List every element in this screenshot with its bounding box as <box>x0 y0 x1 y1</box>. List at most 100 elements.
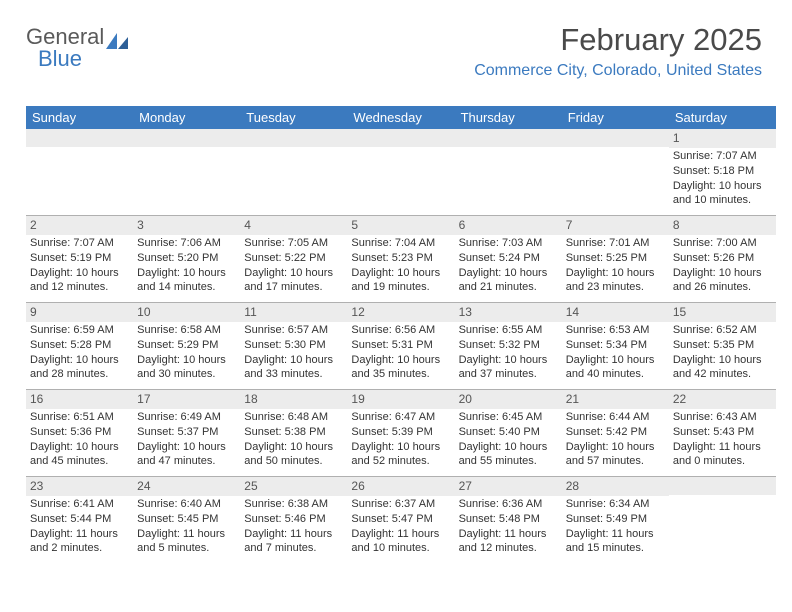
day-details: Sunrise: 6:38 AMSunset: 5:46 PMDaylight:… <box>240 496 347 563</box>
detail-line: Sunrise: 6:37 AM <box>351 498 450 512</box>
detail-line: Sunset: 5:46 PM <box>244 513 343 527</box>
detail-line: Sunset: 5:38 PM <box>244 426 343 440</box>
day-details: Sunrise: 6:43 AMSunset: 5:43 PMDaylight:… <box>669 409 776 476</box>
day-number: 18 <box>240 390 347 409</box>
detail-line: and 35 minutes. <box>351 368 450 382</box>
day-number: 22 <box>669 390 776 409</box>
day-number: 3 <box>133 216 240 235</box>
day-details: Sunrise: 7:07 AMSunset: 5:19 PMDaylight:… <box>26 235 133 302</box>
day-details: Sunrise: 7:07 AMSunset: 5:18 PMDaylight:… <box>669 148 776 215</box>
page-title: February 2025 <box>474 22 762 58</box>
day-number <box>133 129 240 147</box>
day-number: 25 <box>240 477 347 496</box>
day-cell: 14Sunrise: 6:53 AMSunset: 5:34 PMDayligh… <box>562 303 669 389</box>
detail-line: and 14 minutes. <box>137 281 236 295</box>
detail-line: Daylight: 10 hours <box>459 441 558 455</box>
detail-line: Sunrise: 6:48 AM <box>244 411 343 425</box>
detail-line: and 55 minutes. <box>459 455 558 469</box>
detail-line: Sunset: 5:19 PM <box>30 252 129 266</box>
day-details: Sunrise: 6:45 AMSunset: 5:40 PMDaylight:… <box>455 409 562 476</box>
detail-line: Daylight: 10 hours <box>673 180 772 194</box>
day-details: Sunrise: 6:53 AMSunset: 5:34 PMDaylight:… <box>562 322 669 389</box>
location-subtitle: Commerce City, Colorado, United States <box>474 62 762 80</box>
detail-line: Daylight: 10 hours <box>244 441 343 455</box>
day-details: Sunrise: 6:58 AMSunset: 5:29 PMDaylight:… <box>133 322 240 389</box>
day-number: 8 <box>669 216 776 235</box>
detail-line: Daylight: 11 hours <box>566 528 665 542</box>
day-details: Sunrise: 7:01 AMSunset: 5:25 PMDaylight:… <box>562 235 669 302</box>
day-header: Sunday <box>26 106 133 129</box>
day-cell: 15Sunrise: 6:52 AMSunset: 5:35 PMDayligh… <box>669 303 776 389</box>
detail-line: Sunrise: 6:36 AM <box>459 498 558 512</box>
detail-line: Sunset: 5:35 PM <box>673 339 772 353</box>
day-number: 12 <box>347 303 454 322</box>
detail-line: and 21 minutes. <box>459 281 558 295</box>
week-row: 9 Sunrise: 6:59 AMSunset: 5:28 PM Daylight… <box>26 302 776 389</box>
detail-line: Sunset: 5:20 PM <box>137 252 236 266</box>
detail-line: Sunset: 5:29 PM <box>137 339 236 353</box>
detail-line: Sunrise: 7:06 AM <box>137 237 236 251</box>
day-details: Sunrise: 6:34 AMSunset: 5:49 PMDaylight:… <box>562 496 669 563</box>
day-number: 6 <box>455 216 562 235</box>
detail-line: Daylight: 10 hours <box>351 354 450 368</box>
day-cell: 13Sunrise: 6:55 AMSunset: 5:32 PMDayligh… <box>455 303 562 389</box>
detail-line: Sunrise: 6:59 AM <box>30 324 129 338</box>
week-row: 23Sunrise: 6:41 AMSunset: 5:44 PMDayligh… <box>26 476 776 563</box>
detail-line: Daylight: 10 hours <box>30 267 129 281</box>
day-number: 23 <box>26 477 133 496</box>
day-number <box>669 477 776 495</box>
detail-line: Daylight: 10 hours <box>137 441 236 455</box>
day-number: 1 <box>669 129 776 148</box>
day-number <box>562 129 669 147</box>
day-cell: 19Sunrise: 6:47 AMSunset: 5:39 PMDayligh… <box>347 390 454 476</box>
detail-line: Sunset: 5:28 PM <box>30 339 129 353</box>
day-number: 26 <box>347 477 454 496</box>
detail-line: and 23 minutes. <box>566 281 665 295</box>
detail-line: and 2 minutes. <box>30 542 129 556</box>
day-number: 7 <box>562 216 669 235</box>
day-cell: 1Sunrise: 7:07 AMSunset: 5:18 PMDaylight… <box>669 129 776 215</box>
detail-line: and 33 minutes. <box>244 368 343 382</box>
day-number: 20 <box>455 390 562 409</box>
day-cell: 8Sunrise: 7:00 AMSunset: 5:26 PMDaylight… <box>669 216 776 302</box>
detail-line: Sunrise: 7:07 AM <box>673 150 772 164</box>
day-cell: 5Sunrise: 7:04 AMSunset: 5:23 PMDaylight… <box>347 216 454 302</box>
day-cell: 27Sunrise: 6:36 AMSunset: 5:48 PMDayligh… <box>455 477 562 563</box>
detail-line: and 45 minutes. <box>30 455 129 469</box>
detail-line: and 12 minutes. <box>459 542 558 556</box>
day-cell: 3Sunrise: 7:06 AMSunset: 5:20 PMDaylight… <box>133 216 240 302</box>
detail-line: Sunset: 5:32 PM <box>459 339 558 353</box>
day-details: Sunrise: 6:55 AMSunset: 5:32 PMDaylight:… <box>455 322 562 389</box>
detail-line: Sunset: 5:42 PM <box>566 426 665 440</box>
day-number: 21 <box>562 390 669 409</box>
logo-text-blue: Blue <box>38 46 82 72</box>
detail-line: Sunrise: 6:49 AM <box>137 411 236 425</box>
day-number <box>26 129 133 147</box>
day-number: 24 <box>133 477 240 496</box>
detail-line: Sunset: 5:18 PM <box>673 165 772 179</box>
day-header: Tuesday <box>240 106 347 129</box>
detail-line: Daylight: 11 hours <box>673 441 772 455</box>
detail-line: Daylight: 10 hours <box>566 441 665 455</box>
detail-line: Sunrise: 7:04 AM <box>351 237 450 251</box>
day-cell: 17Sunrise: 6:49 AMSunset: 5:37 PMDayligh… <box>133 390 240 476</box>
day-details: Sunrise: 6:56 AMSunset: 5:31 PMDaylight:… <box>347 322 454 389</box>
detail-line: and 47 minutes. <box>137 455 236 469</box>
detail-line: Sunrise: 6:51 AM <box>30 411 129 425</box>
detail-line: Sunrise: 6:44 AM <box>566 411 665 425</box>
day-cell <box>347 129 454 215</box>
detail-line: Sunset: 5:49 PM <box>566 513 665 527</box>
day-number: 9 <box>26 303 133 322</box>
detail-line: Daylight: 11 hours <box>30 528 129 542</box>
detail-line: Sunrise: 6:58 AM <box>137 324 236 338</box>
day-header: Thursday <box>455 106 562 129</box>
day-cell: 28Sunrise: 6:34 AMSunset: 5:49 PMDayligh… <box>562 477 669 563</box>
day-cell: 25Sunrise: 6:38 AMSunset: 5:46 PMDayligh… <box>240 477 347 563</box>
day-details: Sunrise: 6:37 AMSunset: 5:47 PMDaylight:… <box>347 496 454 563</box>
detail-line: and 15 minutes. <box>566 542 665 556</box>
detail-line: and 37 minutes. <box>459 368 558 382</box>
detail-line: Daylight: 10 hours <box>244 267 343 281</box>
detail-line: Sunrise: 6:38 AM <box>244 498 343 512</box>
day-details: Sunrise: 7:05 AMSunset: 5:22 PMDaylight:… <box>240 235 347 302</box>
day-number: 13 <box>455 303 562 322</box>
